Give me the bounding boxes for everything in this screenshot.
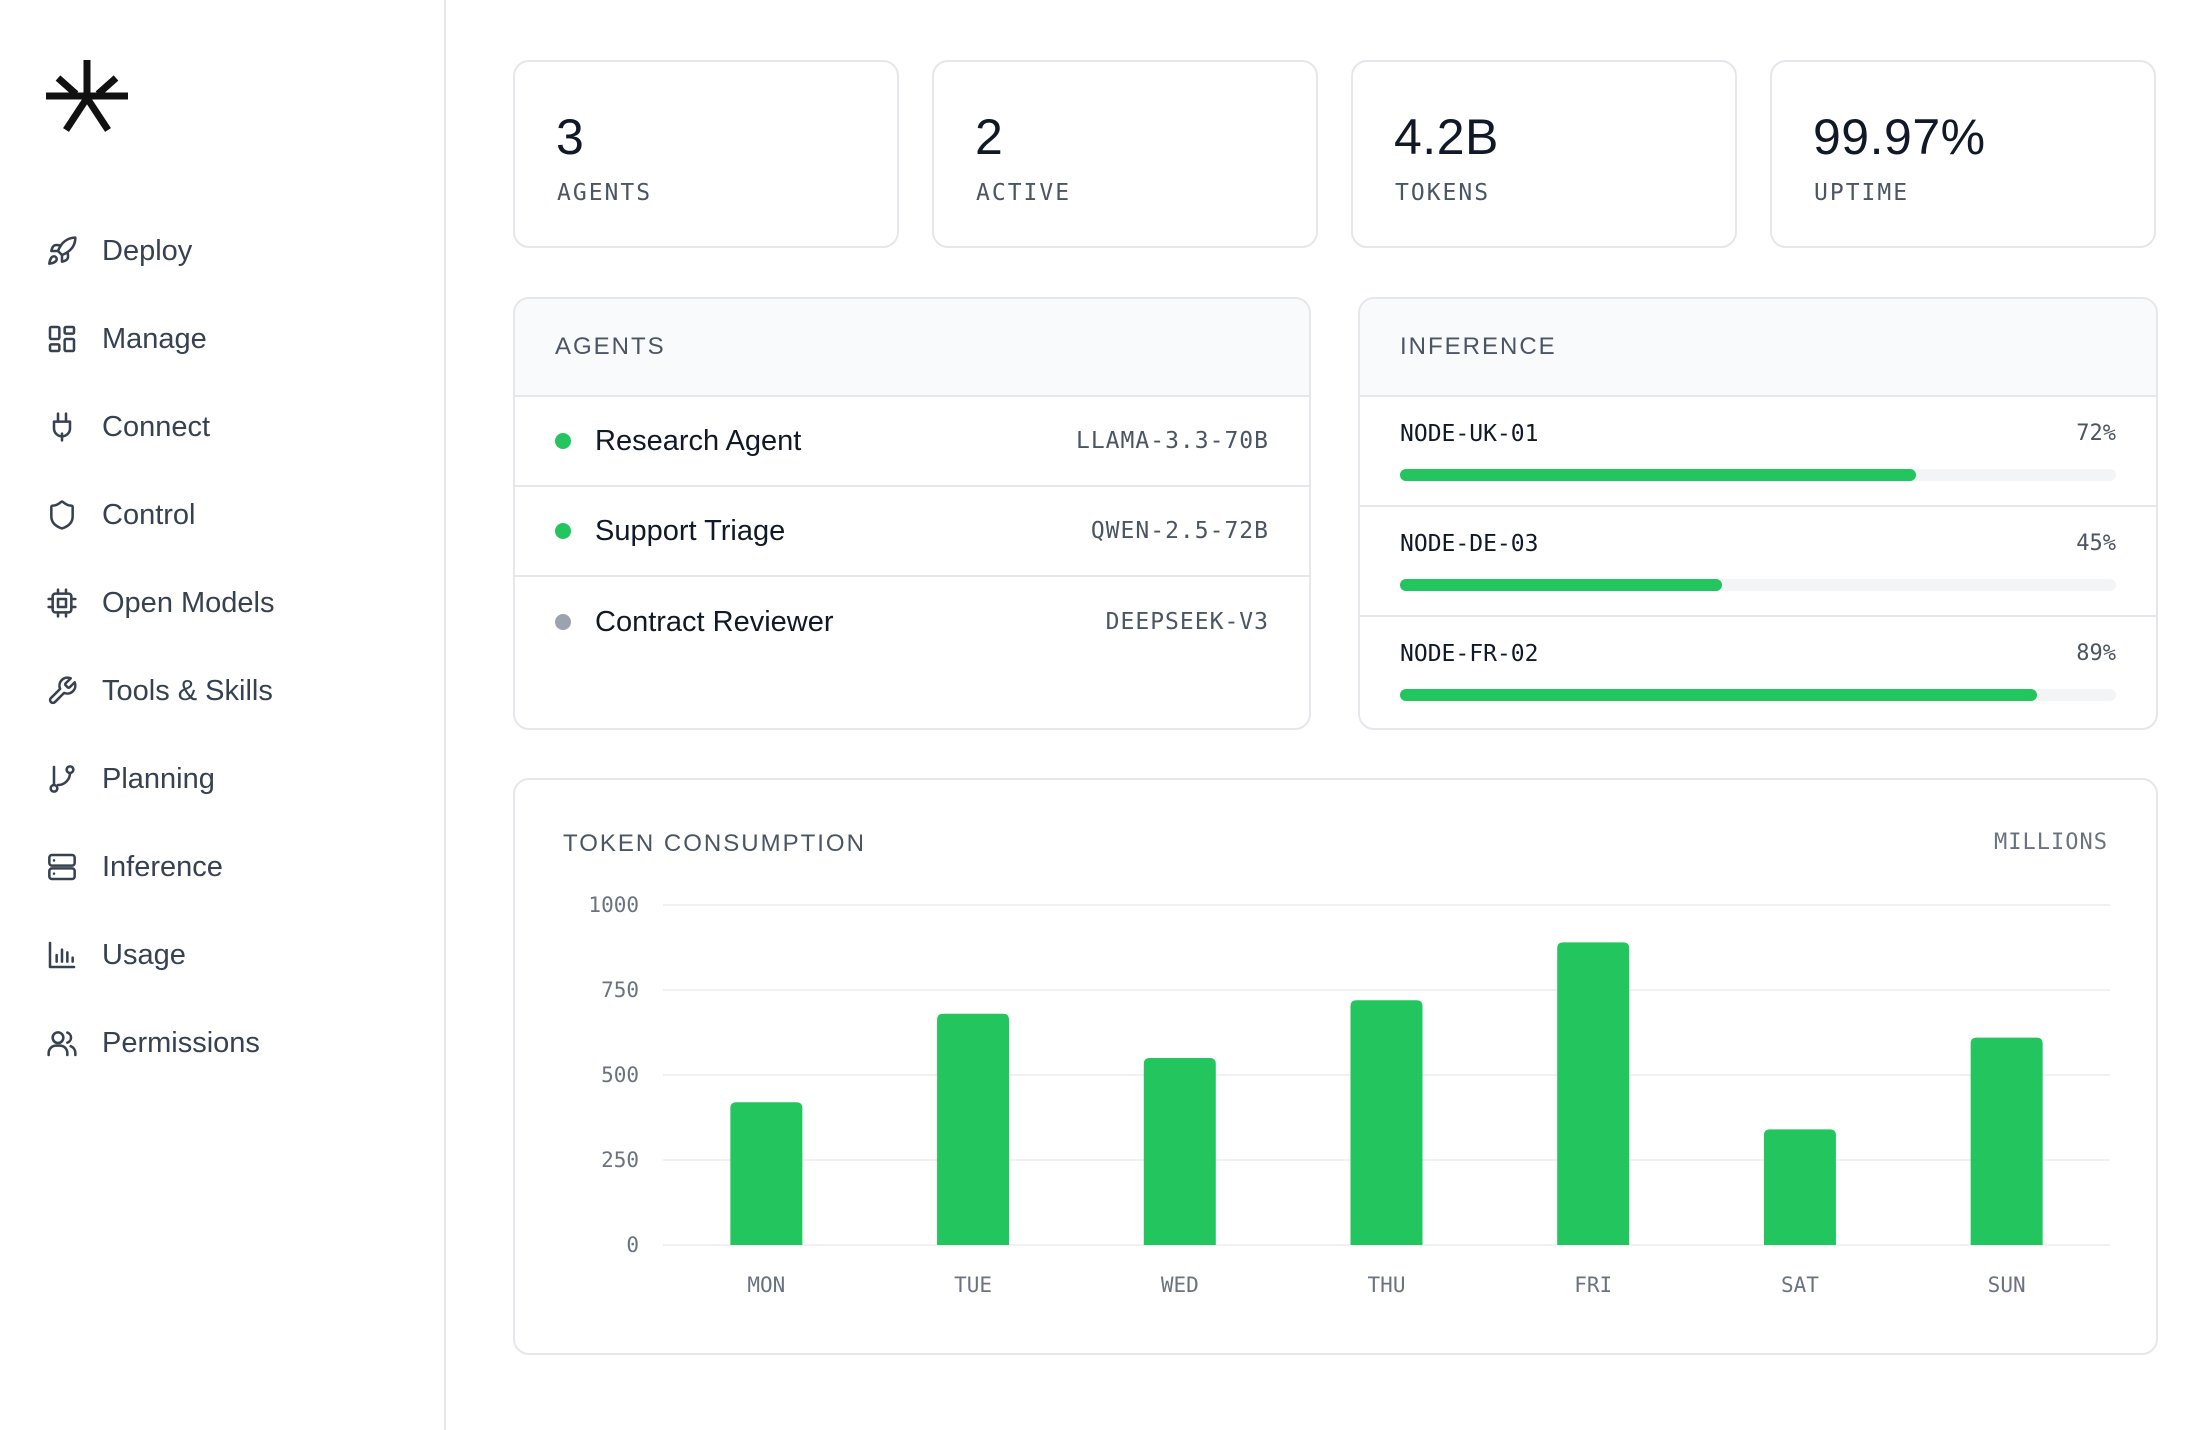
stat-value: 2 bbox=[975, 109, 1004, 165]
panel-title: INFERENCE bbox=[1360, 299, 2156, 397]
agents-panel: AGENTS Research Agent LLAMA-3.3-70B Supp… bbox=[513, 297, 1311, 730]
stat-label: TOKENS bbox=[1395, 180, 1491, 206]
x-tick-label: SAT bbox=[1781, 1273, 1819, 1297]
sidebar-nav: Deploy Manage Connect Control Open Model… bbox=[0, 207, 446, 1087]
y-tick-label: 250 bbox=[601, 1148, 639, 1172]
node-name: NODE-UK-01 bbox=[1400, 421, 1539, 447]
sidebar-item-label: Inference bbox=[102, 850, 223, 883]
chart-bar[interactable] bbox=[937, 1013, 1010, 1245]
chart-bar[interactable] bbox=[730, 1102, 803, 1245]
sidebar-item-open-models[interactable]: Open Models bbox=[0, 559, 446, 647]
x-tick-label: FRI bbox=[1574, 1273, 1612, 1297]
agent-name: Contract Reviewer bbox=[595, 605, 834, 638]
stat-value: 99.97% bbox=[1813, 109, 1986, 165]
chart-bar[interactable] bbox=[1970, 1037, 2043, 1245]
stat-card-active: 2 ACTIVE bbox=[932, 60, 1318, 248]
bar-chart-icon bbox=[46, 939, 78, 971]
chart-bar[interactable] bbox=[1557, 942, 1630, 1245]
stat-card-agents: 3 AGENTS bbox=[513, 60, 899, 248]
sidebar-item-label: Planning bbox=[102, 762, 215, 795]
sidebar-item-connect[interactable]: Connect bbox=[0, 383, 446, 471]
status-dot bbox=[555, 523, 571, 539]
chart-bar[interactable] bbox=[1763, 1129, 1836, 1245]
chart-unit-label: MILLIONS bbox=[1994, 830, 2108, 855]
sidebar-item-inference[interactable]: Inference bbox=[0, 823, 446, 911]
shield-icon bbox=[46, 499, 78, 531]
sidebar-item-control[interactable]: Control bbox=[0, 471, 446, 559]
status-dot bbox=[555, 614, 571, 630]
stat-label: UPTIME bbox=[1814, 180, 1910, 206]
agent-model: QWEN-2.5-72B bbox=[1090, 518, 1269, 544]
agent-model: LLAMA-3.3-70B bbox=[1075, 428, 1269, 454]
node-row[interactable]: NODE-FR-02 89% bbox=[1360, 617, 2156, 727]
node-row[interactable]: NODE-DE-03 45% bbox=[1360, 507, 2156, 617]
y-tick-label: 750 bbox=[601, 978, 639, 1002]
sidebar-item-usage[interactable]: Usage bbox=[0, 911, 446, 999]
load-bar-fill bbox=[1400, 689, 2038, 701]
sidebar-item-deploy[interactable]: Deploy bbox=[0, 207, 446, 295]
stat-card-uptime: 99.97% UPTIME bbox=[1770, 60, 2156, 248]
node-row[interactable]: NODE-UK-01 72% bbox=[1360, 397, 2156, 507]
rocket-icon bbox=[46, 235, 78, 267]
node-load-percent: 72% bbox=[2076, 421, 2116, 446]
load-bar-fill bbox=[1400, 469, 1916, 481]
x-tick-label: WED bbox=[1161, 1273, 1199, 1297]
chip-icon bbox=[46, 587, 78, 619]
agent-row[interactable]: Support Triage QWEN-2.5-72B bbox=[515, 487, 1309, 577]
y-tick-label: 1000 bbox=[588, 893, 639, 917]
y-tick-label: 0 bbox=[626, 1233, 639, 1257]
agent-name: Support Triage bbox=[595, 514, 786, 547]
grid-icon bbox=[46, 323, 78, 355]
stat-value: 4.2B bbox=[1394, 109, 1499, 165]
status-dot bbox=[555, 433, 571, 449]
asterisk-logo-icon[interactable] bbox=[42, 56, 132, 136]
stat-card-tokens: 4.2B TOKENS bbox=[1351, 60, 1737, 248]
agent-row[interactable]: Research Agent LLAMA-3.3-70B bbox=[515, 397, 1309, 487]
git-branch-icon bbox=[46, 763, 78, 795]
node-load-percent: 89% bbox=[2076, 641, 2116, 666]
agent-row[interactable]: Contract Reviewer DEEPSEEK-V3 bbox=[515, 577, 1309, 667]
sidebar-item-label: Manage bbox=[102, 322, 207, 355]
inference-panel: INFERENCE NODE-UK-01 72% NODE-DE-03 45% … bbox=[1358, 297, 2158, 730]
y-tick-label: 500 bbox=[601, 1063, 639, 1087]
sidebar: Deploy Manage Connect Control Open Model… bbox=[0, 0, 446, 1430]
stat-label: ACTIVE bbox=[976, 180, 1072, 206]
wrench-icon bbox=[46, 675, 78, 707]
load-bar-track bbox=[1400, 469, 2116, 481]
sidebar-item-manage[interactable]: Manage bbox=[0, 295, 446, 383]
chart-bar[interactable] bbox=[1143, 1058, 1216, 1245]
sidebar-item-label: Control bbox=[102, 498, 196, 531]
sidebar-item-label: Open Models bbox=[102, 586, 275, 619]
plug-icon bbox=[46, 411, 78, 443]
agent-name: Research Agent bbox=[595, 424, 802, 457]
load-bar-track bbox=[1400, 689, 2116, 701]
sidebar-item-label: Deploy bbox=[102, 234, 193, 267]
server-icon bbox=[46, 851, 78, 883]
node-load-percent: 45% bbox=[2076, 531, 2116, 556]
agent-model: DEEPSEEK-V3 bbox=[1105, 609, 1269, 635]
x-tick-label: SUN bbox=[1988, 1273, 2026, 1297]
node-name: NODE-DE-03 bbox=[1400, 531, 1539, 557]
sidebar-item-label: Usage bbox=[102, 938, 186, 971]
stat-label: AGENTS bbox=[557, 180, 653, 206]
sidebar-item-tools-skills[interactable]: Tools & Skills bbox=[0, 647, 446, 735]
stat-value: 3 bbox=[556, 109, 585, 165]
sidebar-item-label: Connect bbox=[102, 410, 211, 443]
node-name: NODE-FR-02 bbox=[1400, 641, 1539, 667]
sidebar-item-permissions[interactable]: Permissions bbox=[0, 999, 446, 1087]
load-bar-fill bbox=[1400, 579, 1723, 591]
token-consumption-chart: 0 250 500 750 1000 MON TUE WED THU FRI SAT SUN bbox=[588, 893, 2110, 1297]
x-tick-label: TUE bbox=[954, 1273, 992, 1297]
sidebar-item-label: Tools & Skills bbox=[102, 674, 273, 707]
sidebar-item-label: Permissions bbox=[102, 1026, 260, 1059]
chart-bar[interactable] bbox=[1350, 1000, 1423, 1245]
chart-title: TOKEN CONSUMPTION bbox=[563, 830, 866, 857]
sidebar-item-planning[interactable]: Planning bbox=[0, 735, 446, 823]
load-bar-track bbox=[1400, 579, 2116, 591]
token-consumption-panel: 0 250 500 750 1000 MON TUE WED THU FRI SAT SUN TOKE… bbox=[513, 778, 2158, 1355]
x-tick-label: THU bbox=[1368, 1273, 1406, 1297]
users-icon bbox=[46, 1027, 78, 1059]
x-tick-label: MON bbox=[747, 1273, 785, 1297]
panel-title: AGENTS bbox=[515, 299, 1309, 397]
